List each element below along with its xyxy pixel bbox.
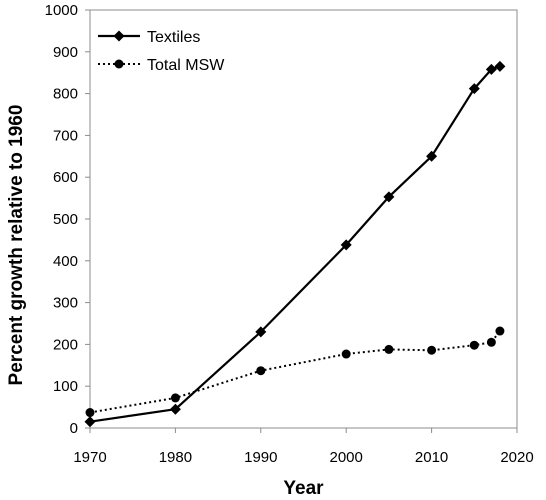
data-point-total-msw	[469, 340, 479, 350]
legend-marker-total-msw	[114, 59, 124, 69]
y-tick-label: 600	[53, 169, 78, 186]
y-tick-label: 1000	[45, 2, 78, 19]
data-point-total-msw	[256, 366, 266, 376]
y-tick-label: 700	[53, 127, 78, 144]
data-point-textiles	[485, 63, 497, 75]
data-point-textiles	[84, 416, 96, 428]
x-tick-label: 2010	[415, 449, 448, 466]
y-tick-label: 200	[53, 336, 78, 353]
data-point-textiles	[383, 191, 395, 203]
legend-label-total-msw: Total MSW	[147, 57, 225, 74]
data-point-total-msw	[486, 337, 496, 347]
data-point-textiles	[426, 150, 438, 162]
y-tick-label: 900	[53, 44, 78, 61]
x-tick-label: 1980	[159, 449, 192, 466]
data-point-total-msw	[427, 345, 437, 355]
data-point-total-msw	[495, 326, 505, 336]
data-point-textiles	[340, 239, 352, 251]
x-tick-label: 2000	[330, 449, 363, 466]
data-point-textiles	[468, 83, 480, 95]
y-tick-label: 300	[53, 295, 78, 312]
data-point-textiles	[494, 60, 506, 72]
y-tick-label: 100	[53, 378, 78, 395]
y-tick-label: 800	[53, 86, 78, 103]
data-point-total-msw	[170, 393, 180, 403]
data-point-total-msw	[85, 408, 95, 418]
legend: Textiles Total MSW	[98, 29, 225, 74]
y-tick-label: 500	[53, 211, 78, 228]
data-point-textiles	[169, 403, 181, 415]
legend-label-textiles: Textiles	[147, 29, 200, 46]
series-line-total-msw	[89, 330, 501, 414]
data-point-total-msw	[341, 349, 351, 359]
x-tick-label: 1990	[244, 449, 277, 466]
data-point-textiles	[255, 326, 267, 338]
y-tick-label: 400	[53, 253, 78, 270]
x-tick-label: 1970	[73, 449, 106, 466]
legend-marker-textiles	[113, 30, 125, 42]
x-tick-label: 2020	[500, 449, 533, 466]
plot-series	[84, 60, 506, 428]
data-point-total-msw	[384, 344, 394, 354]
x-axis-title: Year	[283, 478, 324, 499]
y-axis-title: Percent growth relative to 1960	[6, 105, 27, 386]
y-tick-label: 0	[70, 420, 78, 437]
axes-area: 0 100 200 300 400 500 600 700 800 900 1000 1970 1980…	[45, 2, 534, 466]
series-line-textiles	[89, 65, 501, 423]
